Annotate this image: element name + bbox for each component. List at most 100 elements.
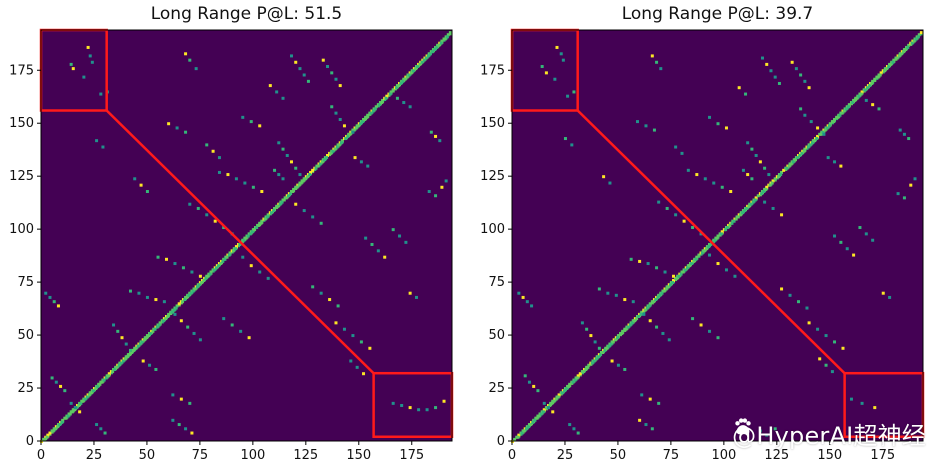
near-diagonal-cell [738, 213, 742, 217]
y-tick-label: 75 [17, 275, 34, 290]
diagonal-cell [177, 302, 181, 306]
contact-cell [175, 126, 179, 130]
contact-cell [525, 300, 529, 304]
near-diagonal-cell [303, 177, 307, 181]
near-diagonal-cell [45, 435, 49, 439]
near-diagonal-cell [609, 342, 613, 346]
contact-cell [156, 255, 160, 259]
near-diagonal-cell [244, 236, 248, 240]
near-diagonal-cell [102, 378, 106, 382]
near-diagonal-cell [115, 365, 119, 369]
near-diagonal-cell [677, 274, 681, 278]
contact-cell [294, 166, 298, 170]
contact-cell [568, 423, 572, 427]
near-diagonal-cell [823, 128, 827, 132]
near-diagonal-cell [575, 376, 579, 380]
diagonal-cell [873, 77, 877, 81]
contact-cell [593, 340, 597, 344]
diagonal-cell [587, 363, 591, 367]
contact-cell [52, 300, 56, 304]
near-diagonal-cell [887, 65, 891, 69]
near-diagonal-cell [605, 346, 609, 350]
near-diagonal-cell [397, 84, 401, 88]
contact-cell [145, 295, 149, 299]
diagonal-cell [209, 270, 213, 274]
near-diagonal-cell [149, 331, 153, 335]
contact-cell [239, 329, 243, 333]
contact-cell [646, 262, 650, 266]
highlight-connector-line [105, 109, 375, 375]
contact-cell [858, 226, 862, 230]
x-tick-label: 75 [663, 448, 680, 463]
diagonal-cell [828, 122, 832, 126]
contact-cell [780, 213, 784, 217]
x-tick-label: 150 [346, 448, 371, 463]
near-diagonal-cell [422, 58, 426, 62]
near-diagonal-cell [187, 293, 191, 297]
contact-cell [154, 298, 158, 302]
contact-cell [572, 427, 576, 431]
contact-cell [631, 300, 635, 304]
near-diagonal-cell [202, 278, 206, 282]
near-diagonal-cell [331, 149, 335, 153]
diagonal-cell [771, 179, 775, 183]
near-diagonal-cell [265, 215, 269, 219]
near-diagonal-cell [533, 418, 537, 422]
contact-cell [334, 111, 338, 115]
near-diagonal-cell [656, 295, 660, 299]
near-diagonal-cell [635, 317, 639, 321]
near-diagonal-cell [728, 223, 732, 227]
contact-cell [570, 143, 574, 147]
near-diagonal-cell [191, 289, 195, 293]
near-diagonal-cell [89, 391, 93, 395]
near-diagonal-cell [700, 251, 704, 255]
near-diagonal-cell [443, 37, 447, 41]
near-diagonal-cell [111, 370, 115, 374]
paw-icon [735, 418, 751, 435]
near-diagonal-cell [371, 109, 375, 113]
contact-cell [444, 179, 448, 183]
contact-cell [417, 408, 421, 412]
near-diagonal-cell [272, 209, 276, 213]
contact-cell [342, 124, 346, 128]
near-diagonal-cell [863, 88, 867, 92]
near-diagonal-cell [596, 355, 600, 359]
contact-cell [273, 168, 277, 172]
contact-cell [708, 329, 712, 333]
contact-cell [120, 336, 124, 340]
near-diagonal-cell [297, 183, 301, 187]
near-diagonal-cell [314, 166, 318, 170]
contact-cell [674, 213, 678, 217]
near-diagonal-cell [431, 50, 435, 54]
contact-cell [90, 60, 94, 64]
contact-cell [708, 115, 712, 119]
near-diagonal-cell [418, 62, 422, 66]
contact-cell [686, 168, 690, 172]
contact-cell [171, 393, 175, 397]
near-diagonal-cell [724, 228, 728, 232]
diagonal-cell [340, 139, 344, 143]
near-diagonal-cell [842, 109, 846, 113]
near-diagonal-cell [645, 306, 649, 310]
near-diagonal-cell [885, 67, 889, 71]
contact-cell [650, 427, 654, 431]
contact-cell [699, 232, 703, 236]
contact-cell [663, 270, 667, 274]
contact-cell [650, 54, 654, 58]
near-diagonal-cell [399, 81, 403, 85]
near-diagonal-cell [242, 238, 246, 242]
diagonal-cell [46, 433, 50, 437]
near-diagonal-cell [535, 416, 539, 420]
near-diagonal-cell [516, 435, 520, 439]
near-diagonal-cell [198, 283, 202, 287]
near-diagonal-cell [363, 117, 367, 121]
near-diagonal-cell [838, 113, 842, 117]
contact-cell [434, 406, 438, 410]
diagonal-cell [228, 251, 232, 255]
contact-cell [408, 105, 412, 109]
near-diagonal-cell [128, 353, 132, 357]
near-diagonal-cell [726, 226, 730, 230]
contact-cell [799, 73, 803, 77]
near-diagonal-cell [652, 300, 656, 304]
near-diagonal-cell [715, 236, 719, 240]
